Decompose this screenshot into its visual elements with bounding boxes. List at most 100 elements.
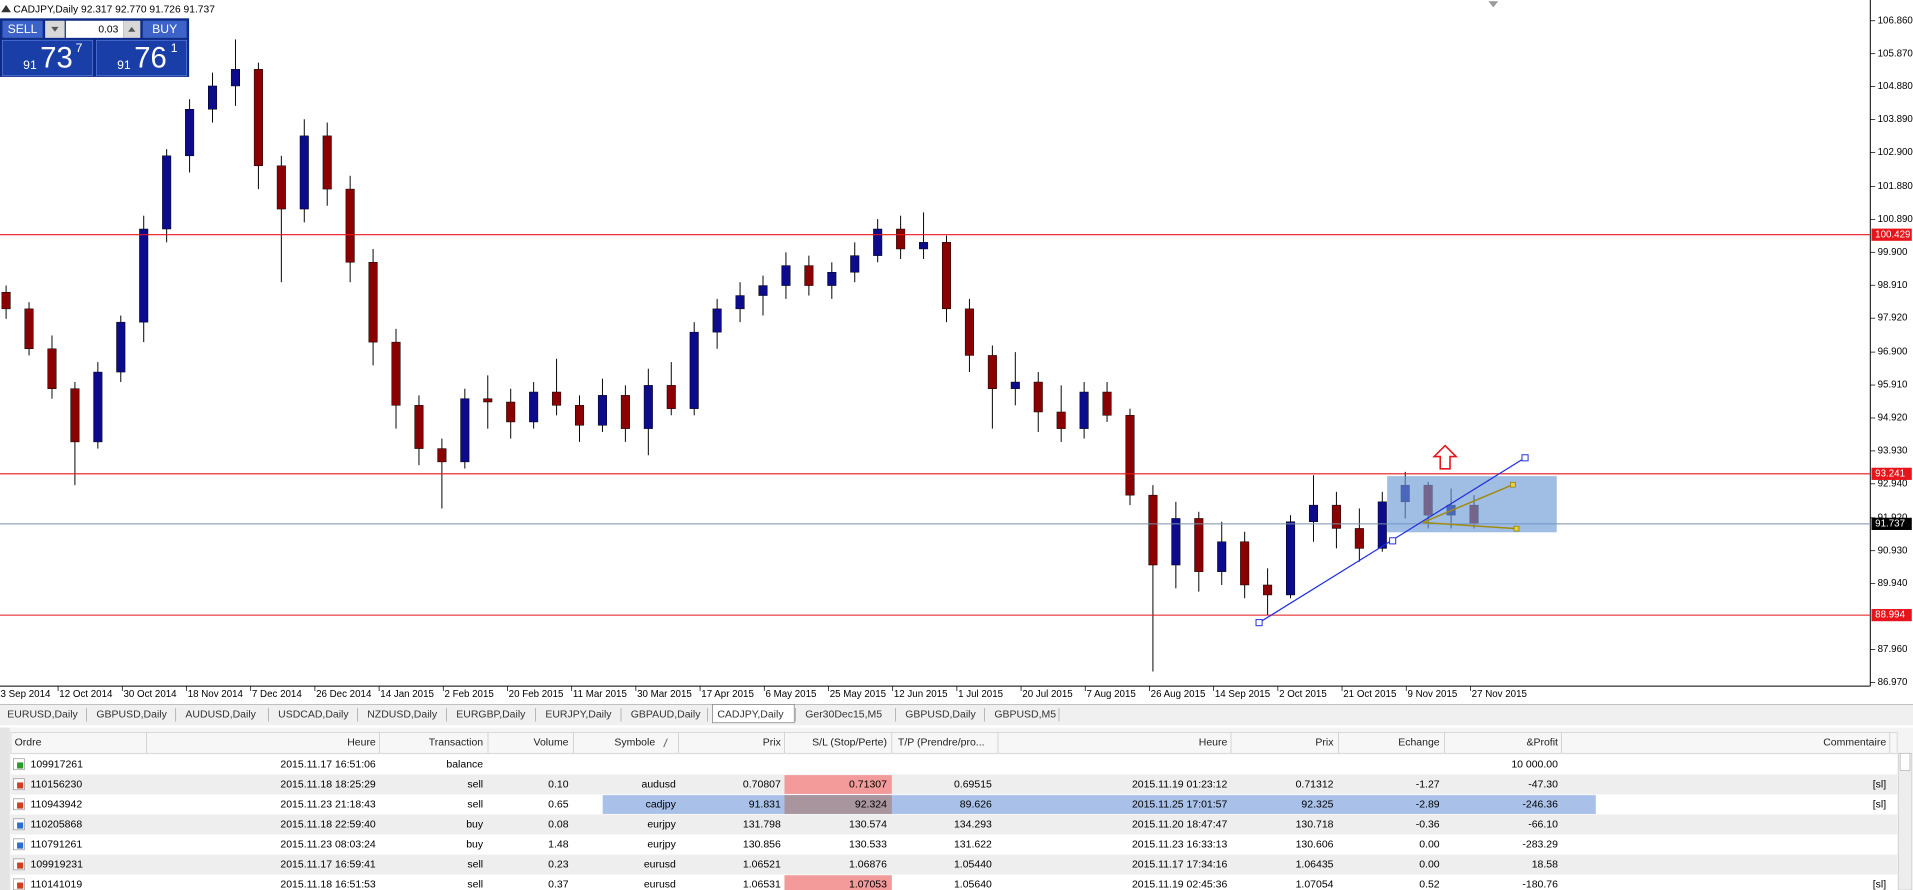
table-cell: 2015.11.17 17:34:16 xyxy=(1132,859,1228,870)
candle-body xyxy=(276,165,286,210)
table-cell: 1.06435 xyxy=(1296,859,1334,870)
tab-label[interactable]: GBPUSD,M5 xyxy=(994,710,1056,721)
table-cell: 1.06521 xyxy=(743,859,781,870)
scrollbar[interactable] xyxy=(1898,752,1913,890)
x-tick-label: 7 Aug 2015 xyxy=(1086,689,1136,700)
table-cell: 1.07053 xyxy=(849,879,887,890)
candle-body xyxy=(116,321,126,373)
tab-label[interactable]: CADJPY,Daily xyxy=(717,710,784,721)
candle-body xyxy=(574,405,585,426)
one-click-panel: SELL BUY 0.03 91 73 7 91 76 1 xyxy=(0,18,190,77)
shift-marker xyxy=(1488,1,1499,8)
level-label: 88.994 xyxy=(1875,610,1905,621)
drawing-objects xyxy=(1255,444,1557,627)
y-tick-label: 95.910 xyxy=(1878,380,1908,391)
table-cell: 130.574 xyxy=(849,819,887,830)
table-cell: 110205868 xyxy=(31,819,83,830)
candle-body xyxy=(299,135,309,210)
level-label: 91.737 xyxy=(1875,518,1905,529)
table-cell: 1.07054 xyxy=(1296,879,1334,890)
candle-body xyxy=(987,355,997,389)
candle-body xyxy=(322,135,332,190)
triangle-handle xyxy=(1510,481,1516,488)
lot-input[interactable] xyxy=(65,20,124,38)
x-tick-label: 17 Apr 2015 xyxy=(701,689,754,700)
candle-body xyxy=(24,308,34,350)
lot-value: 0.03 xyxy=(98,25,118,36)
candle-body xyxy=(1377,501,1387,549)
sell-button[interactable] xyxy=(2,20,43,38)
buy-button[interactable] xyxy=(142,20,187,38)
y-tick-label: 94.920 xyxy=(1878,413,1908,424)
candle-body xyxy=(597,395,607,426)
y-tick-label: 96.900 xyxy=(1878,347,1908,358)
tab-label[interactable]: Ger30Dec15,M5 xyxy=(805,710,882,721)
rectangle-object xyxy=(1387,476,1557,533)
level-label: 93.241 xyxy=(1875,468,1905,479)
level-label-bg xyxy=(1871,467,1912,480)
tab-label[interactable]: NZDUSD,Daily xyxy=(367,710,438,721)
candle-body xyxy=(437,448,447,463)
table-cell: 109917261 xyxy=(31,759,84,770)
y-tick-label: 86.970 xyxy=(1878,677,1908,688)
buy-price-box[interactable] xyxy=(96,39,188,77)
y-tick-label: 99.900 xyxy=(1878,247,1908,258)
table-cell: 1.06876 xyxy=(849,859,887,870)
buy-price-pips: 76 xyxy=(134,42,167,75)
column-header: T/P (Prendre/pro... xyxy=(898,738,985,749)
table-cell: buy xyxy=(466,839,484,850)
candle-body xyxy=(208,85,218,110)
candle-body xyxy=(666,385,676,409)
x-tick-label: 9 Nov 2015 xyxy=(1407,689,1457,700)
table-cell: 2015.11.18 16:51:53 xyxy=(280,879,376,890)
table-row xyxy=(10,814,1898,835)
row-icon-mark xyxy=(17,782,24,789)
tab-label[interactable]: EURGBP,Daily xyxy=(456,710,526,721)
table-cell: 0.52 xyxy=(1419,879,1440,890)
table-cell: 134.293 xyxy=(954,819,992,830)
candle-body xyxy=(1240,541,1250,586)
table-cell: 130.606 xyxy=(1296,839,1334,850)
triangle-handle xyxy=(1513,525,1520,532)
table-cell: 0.23 xyxy=(548,859,569,870)
x-tick-label: 30 Oct 2014 xyxy=(124,689,178,700)
tab-label[interactable]: GBPUSD,Daily xyxy=(96,710,167,721)
sort-indicator xyxy=(663,738,668,748)
table-cell: -246.36 xyxy=(1522,799,1558,810)
tab-label[interactable]: USDCAD,Daily xyxy=(278,710,349,721)
table-cell: 92.325 xyxy=(1301,799,1333,810)
sell-price-pips: 73 xyxy=(40,42,73,75)
candle-body xyxy=(230,69,240,87)
table-cell: [sl] xyxy=(1873,879,1886,890)
tab-label[interactable]: AUDUSD,Daily xyxy=(185,710,256,721)
candle-body xyxy=(919,242,929,250)
candle-body xyxy=(162,155,172,230)
table-cell: cadjpy xyxy=(646,799,677,810)
buy-price-point: 1 xyxy=(171,41,178,55)
table-cell: eurusd xyxy=(644,879,676,890)
tab-label[interactable]: EURJPY,Daily xyxy=(545,710,612,721)
row-icon-mark xyxy=(17,802,24,809)
table-cell: 130.718 xyxy=(1296,819,1334,830)
table-cell: 2015.11.20 18:47:47 xyxy=(1132,819,1228,830)
tab-label[interactable]: GBPAUD,Daily xyxy=(631,710,701,721)
y-tick-label: 105.870 xyxy=(1878,48,1913,59)
tab-label[interactable]: EURUSD,Daily xyxy=(7,710,78,721)
up-arrow xyxy=(1432,444,1459,470)
x-tick-label: 1 Jul 2015 xyxy=(958,689,1004,700)
table-cell: [sl] xyxy=(1873,779,1886,790)
table-cell: 0.71307 xyxy=(849,779,887,790)
scroll-thumb[interactable] xyxy=(1899,752,1911,771)
candle-body xyxy=(643,385,653,429)
table-cell: sell xyxy=(467,799,483,810)
candle-body xyxy=(1194,518,1204,572)
table-cell: 110943942 xyxy=(31,799,83,810)
table-cell: 2015.11.23 21:18:43 xyxy=(280,799,376,810)
tab-label[interactable]: GBPUSD,Daily xyxy=(905,710,976,721)
tab-bar xyxy=(0,704,1913,726)
sell-label: SELL xyxy=(8,22,38,36)
sell-price-box[interactable] xyxy=(2,39,94,77)
table-cell: 0.70807 xyxy=(743,779,781,790)
level-label-bg xyxy=(1871,609,1912,622)
